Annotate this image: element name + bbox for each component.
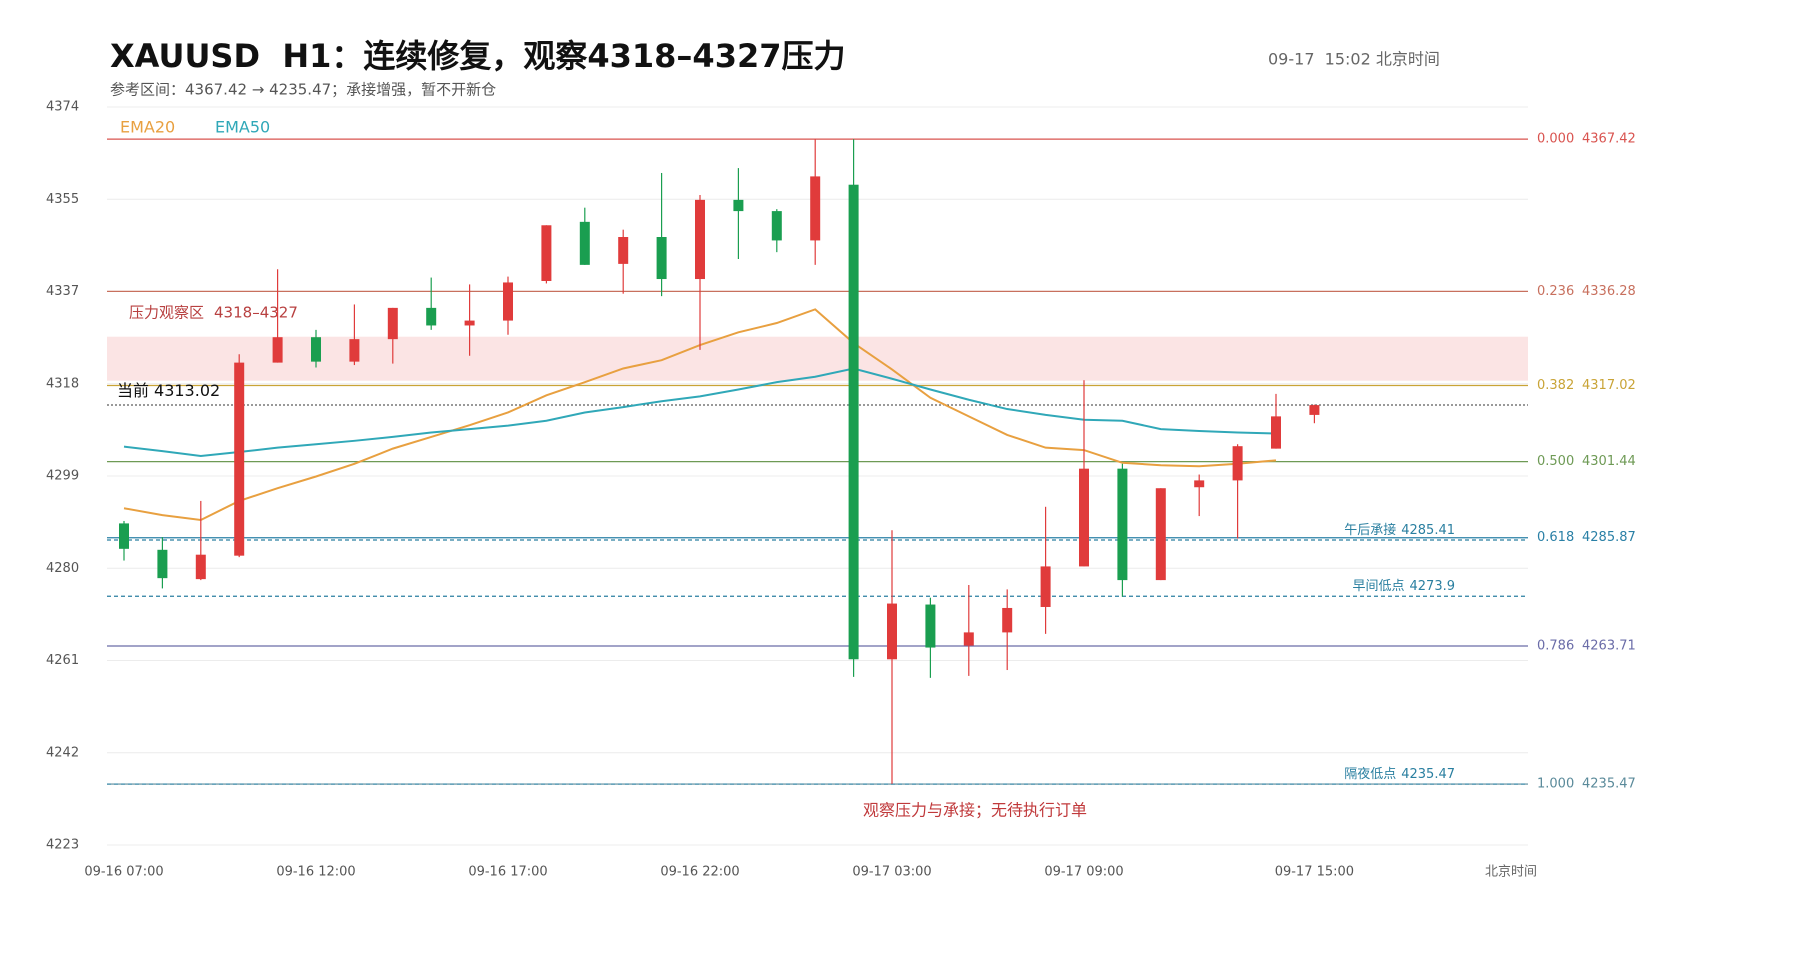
zone-label: 压力观察区 4318–4327 xyxy=(129,303,298,321)
candle-body xyxy=(464,320,475,326)
support-label: 午后承接 4285.41 xyxy=(1344,521,1455,537)
candle-body xyxy=(1232,446,1243,481)
x-tick-label: 09-17 15:00 xyxy=(1275,865,1354,880)
fib-ratio: 0.786 xyxy=(1537,639,1574,654)
pressure-zone xyxy=(107,336,1528,381)
y-tick-label: 4242 xyxy=(46,745,79,760)
timestamp: 09-17 15:02 北京时间 xyxy=(1268,50,1440,69)
fib-price: 4235.47 xyxy=(1582,777,1636,792)
candle-body xyxy=(656,237,667,280)
fib-ratio: 0.236 xyxy=(1537,284,1574,299)
candle-body xyxy=(771,211,782,241)
support-price: 4285.41 xyxy=(1401,522,1455,537)
candle-body xyxy=(503,282,513,321)
y-tick-label: 4280 xyxy=(46,561,79,576)
candle-body xyxy=(733,199,744,212)
legend-entry: EMA50 xyxy=(215,118,270,137)
candle-body xyxy=(887,603,897,660)
fib-ratio: 0.500 xyxy=(1537,454,1574,469)
candle-body xyxy=(1117,468,1128,581)
zone-range: 4318–4327 xyxy=(214,303,298,321)
support-label: 隔夜低点 4235.47 xyxy=(1344,767,1455,782)
candle-body xyxy=(157,549,168,579)
annotation: 观察压力与承接；无待执行订单 xyxy=(863,801,1087,820)
fib-ratio: 0.382 xyxy=(1537,378,1574,393)
candle-body xyxy=(541,225,552,281)
fib-ratio: 1.000 xyxy=(1537,777,1574,792)
candle-body xyxy=(963,632,974,646)
candle-body xyxy=(119,523,129,549)
x-axis-label: 北京时间 xyxy=(1485,865,1537,880)
y-tick-label: 4374 xyxy=(46,100,79,115)
candle-body xyxy=(311,337,321,362)
y-tick-label: 4261 xyxy=(46,653,79,668)
support-price: 4273.9 xyxy=(1410,579,1456,594)
candle-body xyxy=(695,199,705,280)
y-tick-label: 4318 xyxy=(46,376,79,391)
support-label: 早间低点 4273.9 xyxy=(1352,579,1455,594)
fib-price: 4285.87 xyxy=(1582,530,1636,545)
fib-price: 4336.28 xyxy=(1582,284,1636,299)
candle-body xyxy=(195,554,206,580)
current-name: 当前 xyxy=(117,381,149,400)
candle-body xyxy=(810,176,821,241)
fib-price: 4367.42 xyxy=(1582,132,1636,147)
x-tick-label: 09-16 17:00 xyxy=(468,865,547,880)
fib-price: 4317.02 xyxy=(1582,378,1636,393)
candle-body xyxy=(426,307,437,326)
x-tick-label: 09-17 09:00 xyxy=(1044,865,1123,880)
fib-ratio: 0.000 xyxy=(1537,132,1574,147)
candle-body xyxy=(1194,480,1205,488)
chart-title: XAUUSD H1：连续修复，观察4318–4327压力 xyxy=(110,37,846,75)
y-tick-label: 4223 xyxy=(46,838,79,853)
zone-name: 压力观察区 xyxy=(129,303,204,321)
y-tick-label: 4299 xyxy=(46,469,79,484)
x-tick-label: 09-16 07:00 xyxy=(84,865,163,880)
candle-body xyxy=(848,184,859,660)
fib-ratio: 0.618 xyxy=(1537,530,1574,545)
support-price: 4235.47 xyxy=(1401,767,1455,782)
candle-body xyxy=(1040,566,1051,607)
legend-entry: EMA20 xyxy=(120,118,175,137)
y-tick-label: 4337 xyxy=(46,284,79,299)
support-name: 午后承接 xyxy=(1344,521,1396,537)
candle-body xyxy=(1155,488,1166,581)
candle-body xyxy=(349,339,360,362)
y-tick-label: 4355 xyxy=(46,192,79,207)
candle-body xyxy=(1309,405,1320,415)
candle-body xyxy=(1002,607,1013,633)
support-name: 早间低点 xyxy=(1352,579,1404,594)
x-tick-label: 09-16 22:00 xyxy=(660,865,739,880)
candle-body xyxy=(618,237,629,264)
current-price: 4313.02 xyxy=(154,381,220,400)
fib-price: 4301.44 xyxy=(1582,454,1636,469)
candle-body xyxy=(387,307,398,340)
chart-subtitle: 参考区间：4367.42 → 4235.47；承接增强，暂不开新仓 xyxy=(110,81,496,99)
candle-body xyxy=(1079,468,1089,567)
x-tick-label: 09-16 12:00 xyxy=(276,865,355,880)
current-label: 当前 4313.02 xyxy=(117,381,220,400)
x-tick-label: 09-17 03:00 xyxy=(852,865,931,880)
fib-price: 4263.71 xyxy=(1582,639,1636,654)
candle-body xyxy=(234,362,245,556)
support-name: 隔夜低点 xyxy=(1344,767,1396,782)
candle-body xyxy=(925,604,936,648)
candle-body xyxy=(1271,416,1281,449)
candle-body xyxy=(579,221,590,265)
ema-line xyxy=(123,367,1277,457)
candle-body xyxy=(272,337,283,363)
